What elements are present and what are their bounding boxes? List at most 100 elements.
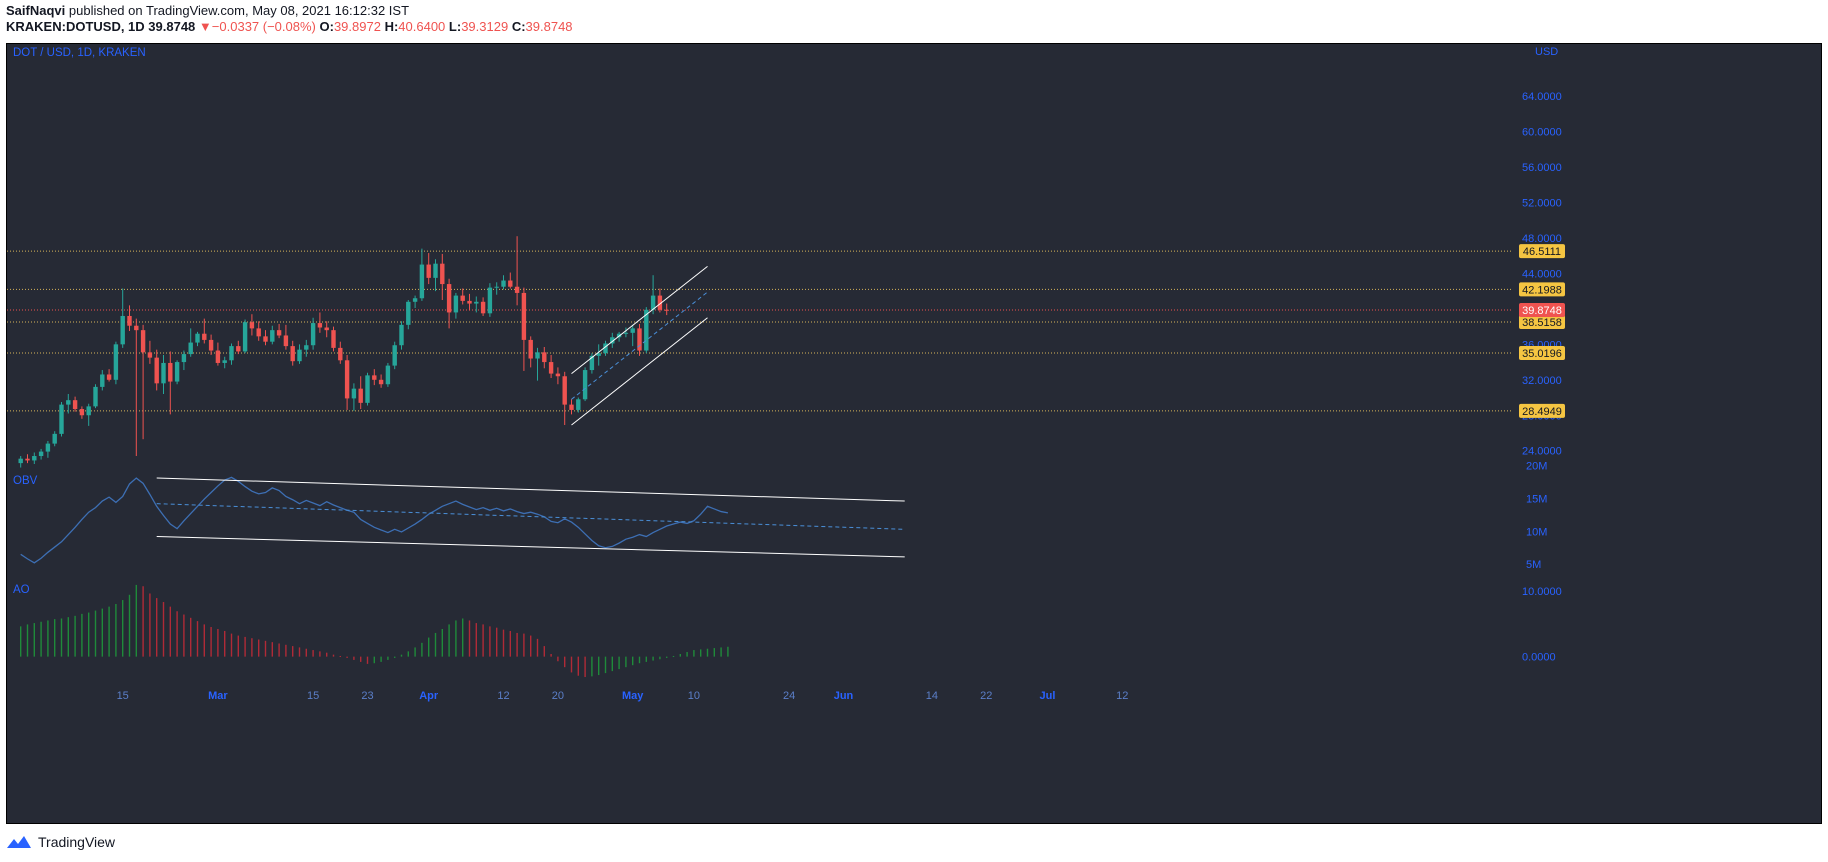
ao-bar xyxy=(135,584,137,657)
candle-body xyxy=(310,323,316,346)
candle xyxy=(168,351,173,415)
candle xyxy=(290,340,295,366)
candle xyxy=(256,321,261,341)
candle xyxy=(528,336,533,368)
ao-bar xyxy=(176,611,178,657)
price-tick-label: 56.0000 xyxy=(1522,162,1562,174)
candle-body xyxy=(86,406,91,416)
ao-bar xyxy=(292,646,294,657)
ao-bar xyxy=(190,617,192,657)
candle-body xyxy=(623,332,629,334)
candle-body xyxy=(392,345,397,366)
tradingview-logo-icon[interactable] xyxy=(6,834,32,850)
candle xyxy=(623,327,629,338)
author-name[interactable]: SaifNaqvi xyxy=(6,3,66,18)
level-price-tag-text: 46.5111 xyxy=(1523,246,1561,258)
ao-bar xyxy=(237,635,239,657)
level-price-tag: 28.4949 xyxy=(1519,403,1565,418)
level-price-tag: 35.0196 xyxy=(1519,346,1565,361)
candle xyxy=(664,303,669,316)
ao-bar xyxy=(475,623,477,657)
candle-body xyxy=(480,301,486,314)
time-tick-label: 15 xyxy=(307,690,319,702)
candle-body xyxy=(419,264,425,299)
candle-body xyxy=(467,300,472,304)
price-change: −0.0337 (−0.08%) xyxy=(211,19,316,34)
obv-tick-label: 10M xyxy=(1526,526,1547,538)
ao-bar xyxy=(407,651,409,657)
candle xyxy=(378,374,384,388)
candle xyxy=(317,312,323,333)
chart-canvas[interactable]: DOT / USD, 1D, KRAKENOBVAOUSD24.000028.0… xyxy=(7,44,1821,823)
level-price-tag: 42.1988 xyxy=(1519,282,1565,297)
ao-bar xyxy=(366,656,369,664)
candle xyxy=(494,282,499,295)
candle xyxy=(467,293,472,311)
candle xyxy=(106,369,112,382)
candle-body xyxy=(154,357,159,384)
candle xyxy=(542,347,547,369)
candle xyxy=(297,344,302,364)
ao-bar xyxy=(251,638,253,657)
ao-bar xyxy=(564,656,566,668)
ao-bar xyxy=(428,637,430,657)
candle xyxy=(195,331,200,347)
candle xyxy=(45,440,51,458)
ao-bar xyxy=(523,633,525,657)
candle-body xyxy=(446,284,452,313)
ao-bar xyxy=(686,652,688,657)
candle xyxy=(344,354,350,410)
candle xyxy=(576,397,581,413)
current-price-tag-text: 39.8748 xyxy=(1522,305,1562,317)
obv-pane-title: OBV xyxy=(13,475,38,487)
close-value: 39.8748 xyxy=(525,19,573,34)
ao-bar xyxy=(162,602,165,657)
candle-body xyxy=(474,301,479,304)
obv-tick-label: 5M xyxy=(1526,559,1541,571)
candle-body xyxy=(66,400,71,405)
ao-bar xyxy=(332,654,335,657)
candle-body xyxy=(113,344,119,380)
candle xyxy=(548,354,554,379)
ao-bar xyxy=(81,613,83,657)
ohlc-line: KRAKEN:DOTUSD, 1D 39.8748 ▼−0.0337 (−0.0… xyxy=(6,19,573,34)
candle-body xyxy=(453,295,459,313)
candle-body xyxy=(548,362,554,374)
candle xyxy=(446,278,452,329)
ao-tick-label: 0.0000 xyxy=(1522,652,1556,664)
ao-bar xyxy=(713,648,715,657)
candle-body xyxy=(134,325,139,331)
candle-body xyxy=(630,328,635,333)
candle-body xyxy=(344,360,350,399)
candle-body xyxy=(562,376,567,405)
ao-bar xyxy=(550,654,552,657)
high-value: 40.6400 xyxy=(398,19,446,34)
footer-brand[interactable]: TradingView xyxy=(38,834,116,850)
candle xyxy=(399,321,404,350)
ao-bar xyxy=(217,629,219,657)
ao-bar xyxy=(264,640,267,657)
candle xyxy=(453,292,459,319)
candle-body xyxy=(426,264,431,278)
last-price: 39.8748 xyxy=(148,19,196,34)
candle xyxy=(480,297,486,316)
ao-bar xyxy=(638,656,641,664)
ao-bar xyxy=(570,656,573,673)
candle-body xyxy=(338,347,343,361)
candle-body xyxy=(181,354,187,363)
time-tick-label: Apr xyxy=(419,690,439,702)
candle xyxy=(174,360,180,385)
candle-body xyxy=(304,345,309,350)
candle xyxy=(181,350,187,371)
candle xyxy=(154,349,159,391)
ao-bar xyxy=(40,621,42,657)
candle xyxy=(147,340,153,364)
obv-channel-upper-line xyxy=(156,477,905,502)
candle-body xyxy=(569,404,574,410)
candle xyxy=(514,236,520,306)
ao-bar xyxy=(543,646,545,657)
chart-frame[interactable]: DOT / USD, 1D, KRAKENOBVAOUSD24.000028.0… xyxy=(6,43,1822,824)
candle xyxy=(66,393,71,414)
candle-body xyxy=(501,280,506,287)
candle-body xyxy=(32,456,37,461)
